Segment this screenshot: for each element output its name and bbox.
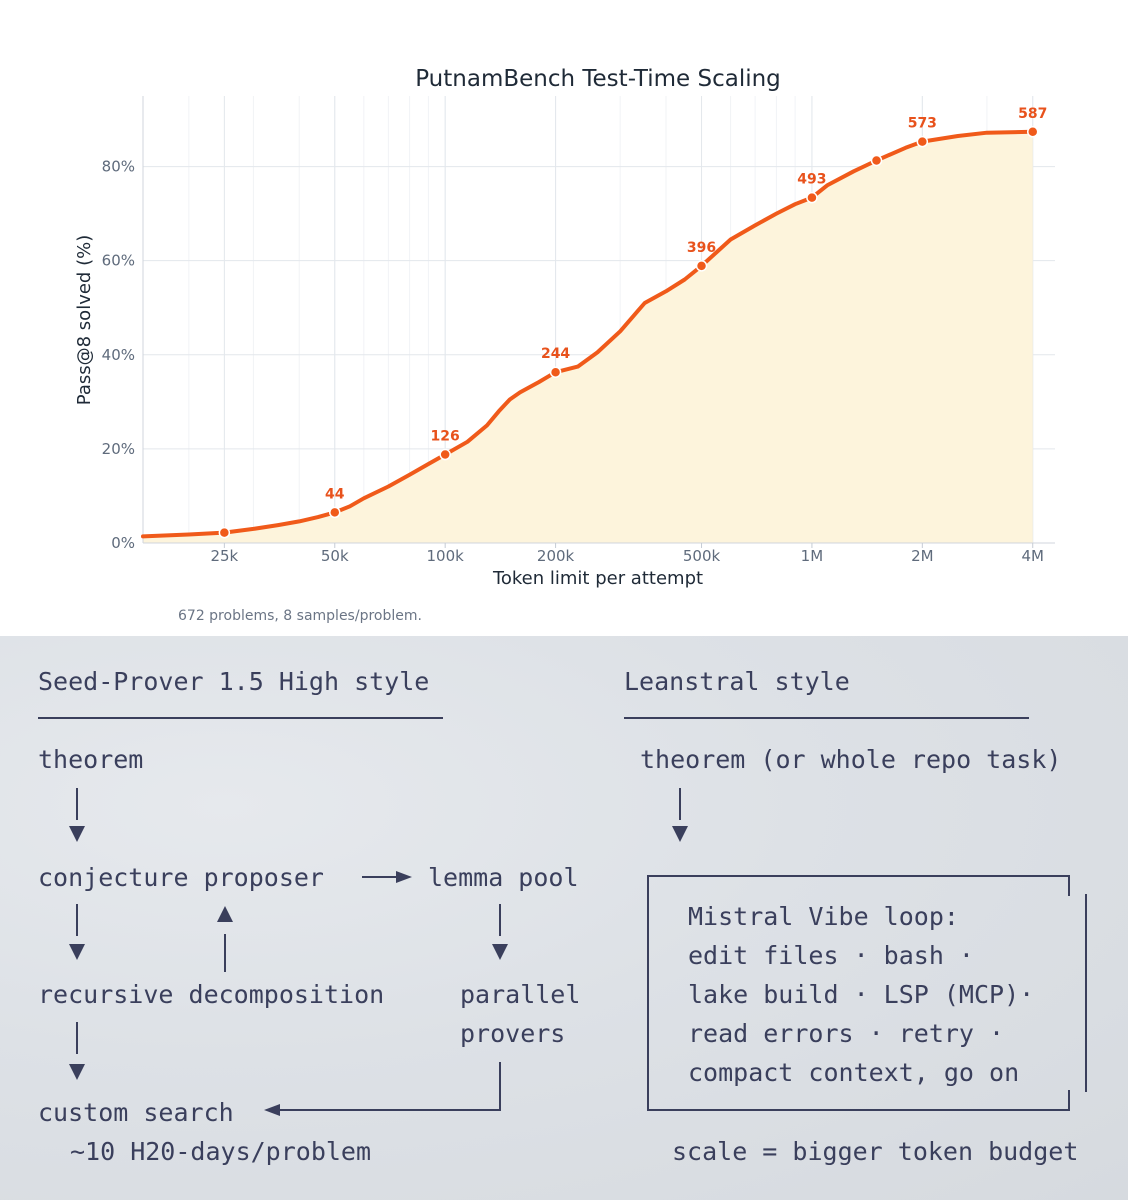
data-label: 573 bbox=[908, 116, 937, 132]
data-label: 396 bbox=[687, 240, 716, 256]
data-point bbox=[218, 526, 231, 539]
right-heading: Leanstral style bbox=[624, 667, 850, 696]
arrow-up-icon bbox=[217, 906, 233, 922]
series-area bbox=[143, 131, 1033, 544]
parallel-provers-node-line2: provers bbox=[460, 1019, 565, 1048]
x-tick-label: 100k bbox=[427, 547, 465, 565]
scale-note: scale = bigger token budget bbox=[672, 1137, 1078, 1166]
y-tick-label: 40% bbox=[102, 346, 135, 364]
data-label: 493 bbox=[797, 172, 826, 188]
parallel-provers-node-line1: parallel bbox=[460, 980, 580, 1009]
y-tick-label: 80% bbox=[102, 158, 135, 176]
x-tick-label: 4M bbox=[1021, 547, 1044, 565]
data-label: 44 bbox=[325, 486, 345, 502]
cost-annotation: ~10 H20-days/problem bbox=[70, 1137, 371, 1166]
loop-line: read errors · retry · bbox=[688, 1019, 1004, 1048]
arrow-down-icon bbox=[672, 826, 688, 842]
loop-box bbox=[647, 875, 1070, 1111]
comparison-diagram: Seed-Prover 1.5 High style theorem conje… bbox=[0, 636, 1128, 1200]
left-heading: Seed-Prover 1.5 High style bbox=[38, 667, 429, 696]
arrow-down-icon bbox=[69, 1064, 85, 1080]
conjecture-proposer-node: conjecture proposer bbox=[38, 863, 324, 892]
loop-line: lake build · LSP (MCP)· bbox=[688, 980, 1034, 1009]
y-axis-label: Pass@8 solved (%) bbox=[74, 235, 95, 405]
arrow-down-icon bbox=[69, 826, 85, 842]
x-tick-label: 2M bbox=[911, 547, 934, 565]
x-tick-label: 25k bbox=[210, 547, 238, 565]
arrow-down-icon bbox=[492, 944, 508, 960]
arrow-left-icon bbox=[264, 1104, 280, 1116]
right-theorem-node: theorem (or whole repo task) bbox=[640, 745, 1061, 774]
recursive-decomposition-node: recursive decomposition bbox=[38, 980, 384, 1009]
x-tick-label: 500k bbox=[683, 547, 721, 565]
chart-footnote: 672 problems, 8 samples/problem. bbox=[178, 608, 422, 624]
data-point bbox=[806, 191, 818, 204]
y-tick-label: 20% bbox=[102, 440, 135, 458]
x-tick-label: 1M bbox=[801, 547, 824, 565]
data-point bbox=[1026, 126, 1039, 138]
data-point bbox=[329, 506, 341, 519]
y-tick-label: 60% bbox=[102, 252, 135, 270]
data-point bbox=[439, 448, 451, 461]
x-tick-label: 200k bbox=[537, 547, 575, 565]
chart: 44 126 244 396 493 573 587 25k 50k 100k 200k 500k 1M… bbox=[74, 66, 1055, 589]
left-theorem-node: theorem bbox=[38, 745, 143, 774]
data-point bbox=[549, 366, 562, 378]
chart-title: PutnamBench Test-Time Scaling bbox=[415, 66, 781, 92]
data-label: 587 bbox=[1018, 106, 1047, 122]
x-axis-label: Token limit per attempt bbox=[492, 568, 703, 589]
data-point bbox=[870, 154, 883, 167]
chart-panel: 44 126 244 396 493 573 587 25k 50k 100k 200k 500k 1M… bbox=[74, 66, 1055, 624]
loop-line: compact context, go on bbox=[688, 1058, 1019, 1087]
arrow-right-icon bbox=[396, 871, 412, 883]
data-point bbox=[695, 260, 708, 272]
x-tick-label: 50k bbox=[321, 547, 349, 565]
y-tick-label: 0% bbox=[111, 534, 135, 552]
loop-line: Mistral Vibe loop: bbox=[688, 902, 959, 931]
arrow-down-icon bbox=[69, 944, 85, 960]
arrow-parallel-to-search bbox=[276, 1062, 501, 1111]
data-point bbox=[916, 135, 929, 148]
lemma-pool-node: lemma pool bbox=[428, 863, 579, 892]
data-label: 244 bbox=[541, 346, 570, 362]
custom-search-node: custom search bbox=[38, 1098, 234, 1127]
data-label: 126 bbox=[431, 429, 460, 445]
loop-line: edit files · bash · bbox=[688, 941, 974, 970]
